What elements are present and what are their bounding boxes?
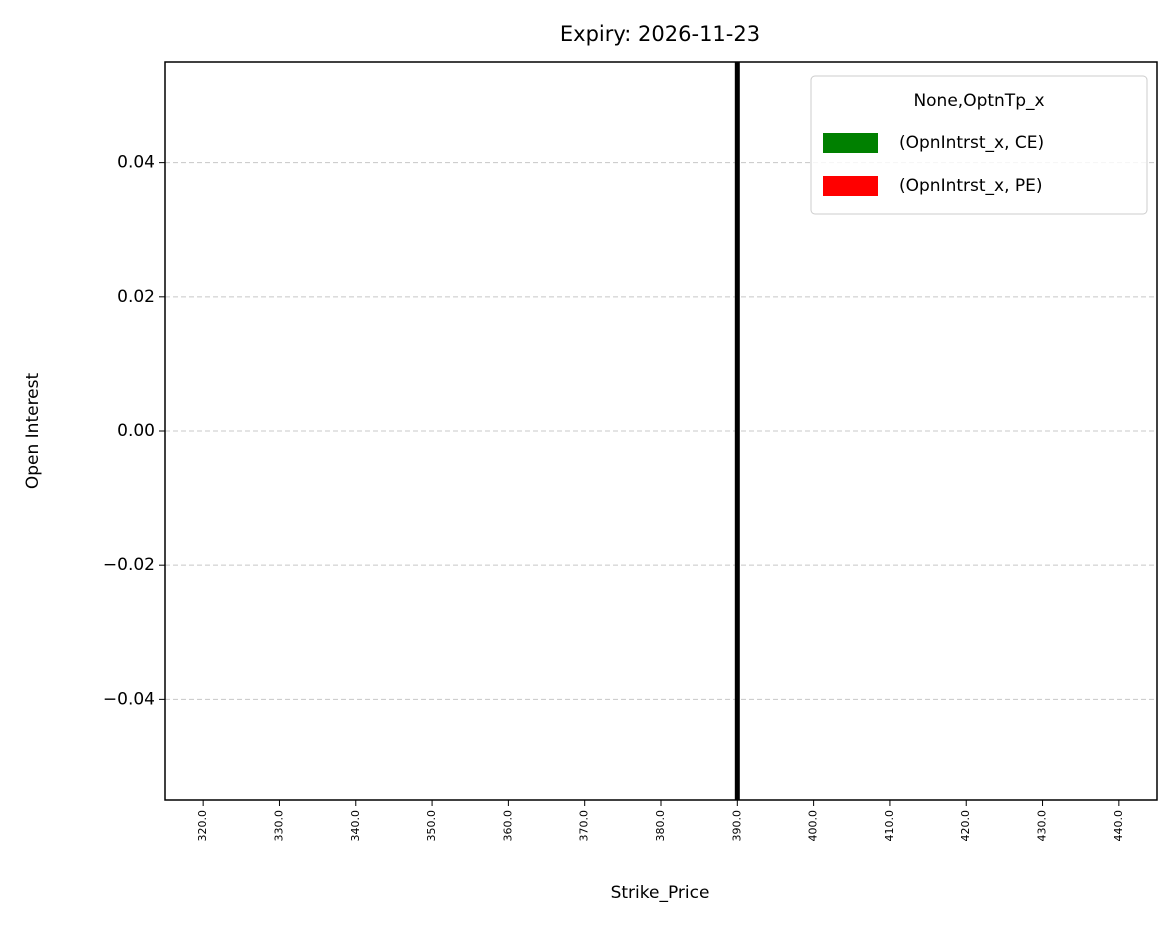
- legend-swatch: [823, 176, 878, 196]
- legend-label: (OpnIntrst_x, CE): [899, 133, 1044, 153]
- x-tick-label: 340.0: [349, 810, 362, 842]
- x-tick-label: 420.0: [959, 810, 972, 842]
- y-tick-label: 0.04: [117, 153, 155, 173]
- x-tick-label: 390.0: [730, 810, 743, 842]
- x-axis-label: Strike_Price: [611, 883, 710, 903]
- x-tick-label: 410.0: [883, 810, 896, 842]
- legend-swatch: [823, 133, 878, 153]
- x-tick-label: 400.0: [807, 810, 820, 842]
- x-tick-label: 330.0: [272, 810, 285, 842]
- y-tick-label: 0.02: [117, 287, 155, 307]
- legend-title: None,OptnTp_x: [913, 91, 1044, 111]
- y-tick-label: −0.04: [103, 689, 155, 709]
- x-tick-label: 370.0: [578, 810, 591, 842]
- legend-box: [810, 75, 1148, 215]
- x-tick-label: 350.0: [425, 810, 438, 842]
- x-tick-label: 320.0: [196, 810, 209, 842]
- y-tick-label: 0.00: [117, 421, 155, 441]
- x-tick-label: 360.0: [501, 810, 514, 842]
- x-tick-label: 380.0: [654, 810, 667, 842]
- x-tick-label: 440.0: [1112, 810, 1125, 842]
- legend-label: (OpnIntrst_x, PE): [899, 176, 1043, 196]
- chart-title: Expiry: 2026-11-23: [560, 22, 760, 46]
- plot-frame: [164, 61, 1158, 801]
- y-axis-label: Open Interest: [23, 373, 43, 490]
- y-tick-label: −0.02: [103, 555, 155, 575]
- x-tick-label: 430.0: [1036, 810, 1049, 842]
